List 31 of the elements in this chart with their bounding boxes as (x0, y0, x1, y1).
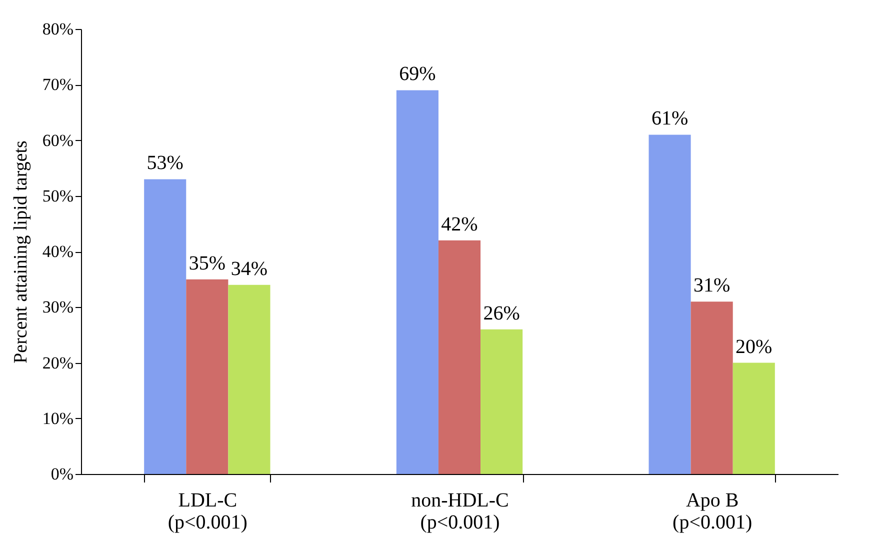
y-tick-label: 70% (42, 75, 74, 94)
y-tick-label: 50% (42, 186, 74, 206)
data-label: 35% (188, 252, 226, 274)
data-label: 53% (146, 152, 184, 174)
data-label: 61% (651, 108, 688, 130)
x-tick-label: Apo B (p<0.001) (672, 490, 752, 534)
data-label: 20% (736, 336, 772, 358)
bar (438, 240, 481, 474)
y-tick-label: 60% (42, 130, 74, 150)
y-tick-label: 20% (42, 353, 74, 372)
bar (186, 279, 228, 474)
y-axis-title: Percent attaining lipid targets (10, 140, 32, 364)
y-tick-label: 80% (42, 20, 74, 38)
bar (480, 329, 523, 474)
bar (690, 302, 733, 474)
y-tick-label: 0% (50, 464, 74, 484)
data-label: 69% (399, 63, 436, 86)
x-tick-label: non-HDL-C (p<0.001) (411, 490, 509, 534)
data-label: 34% (230, 258, 268, 280)
bar (144, 179, 186, 474)
bar (396, 90, 438, 474)
data-label: 31% (693, 274, 730, 297)
x-tick-label: LDL-C (p<0.001) (168, 490, 248, 534)
data-label: 42% (441, 213, 478, 236)
data-label: 26% (483, 302, 520, 324)
bar (732, 362, 775, 474)
y-tick-label: 10% (42, 408, 74, 428)
bar (648, 134, 691, 474)
bar (228, 284, 270, 474)
y-tick-label: 40% (42, 242, 74, 261)
y-tick-label: 30% (42, 298, 74, 317)
